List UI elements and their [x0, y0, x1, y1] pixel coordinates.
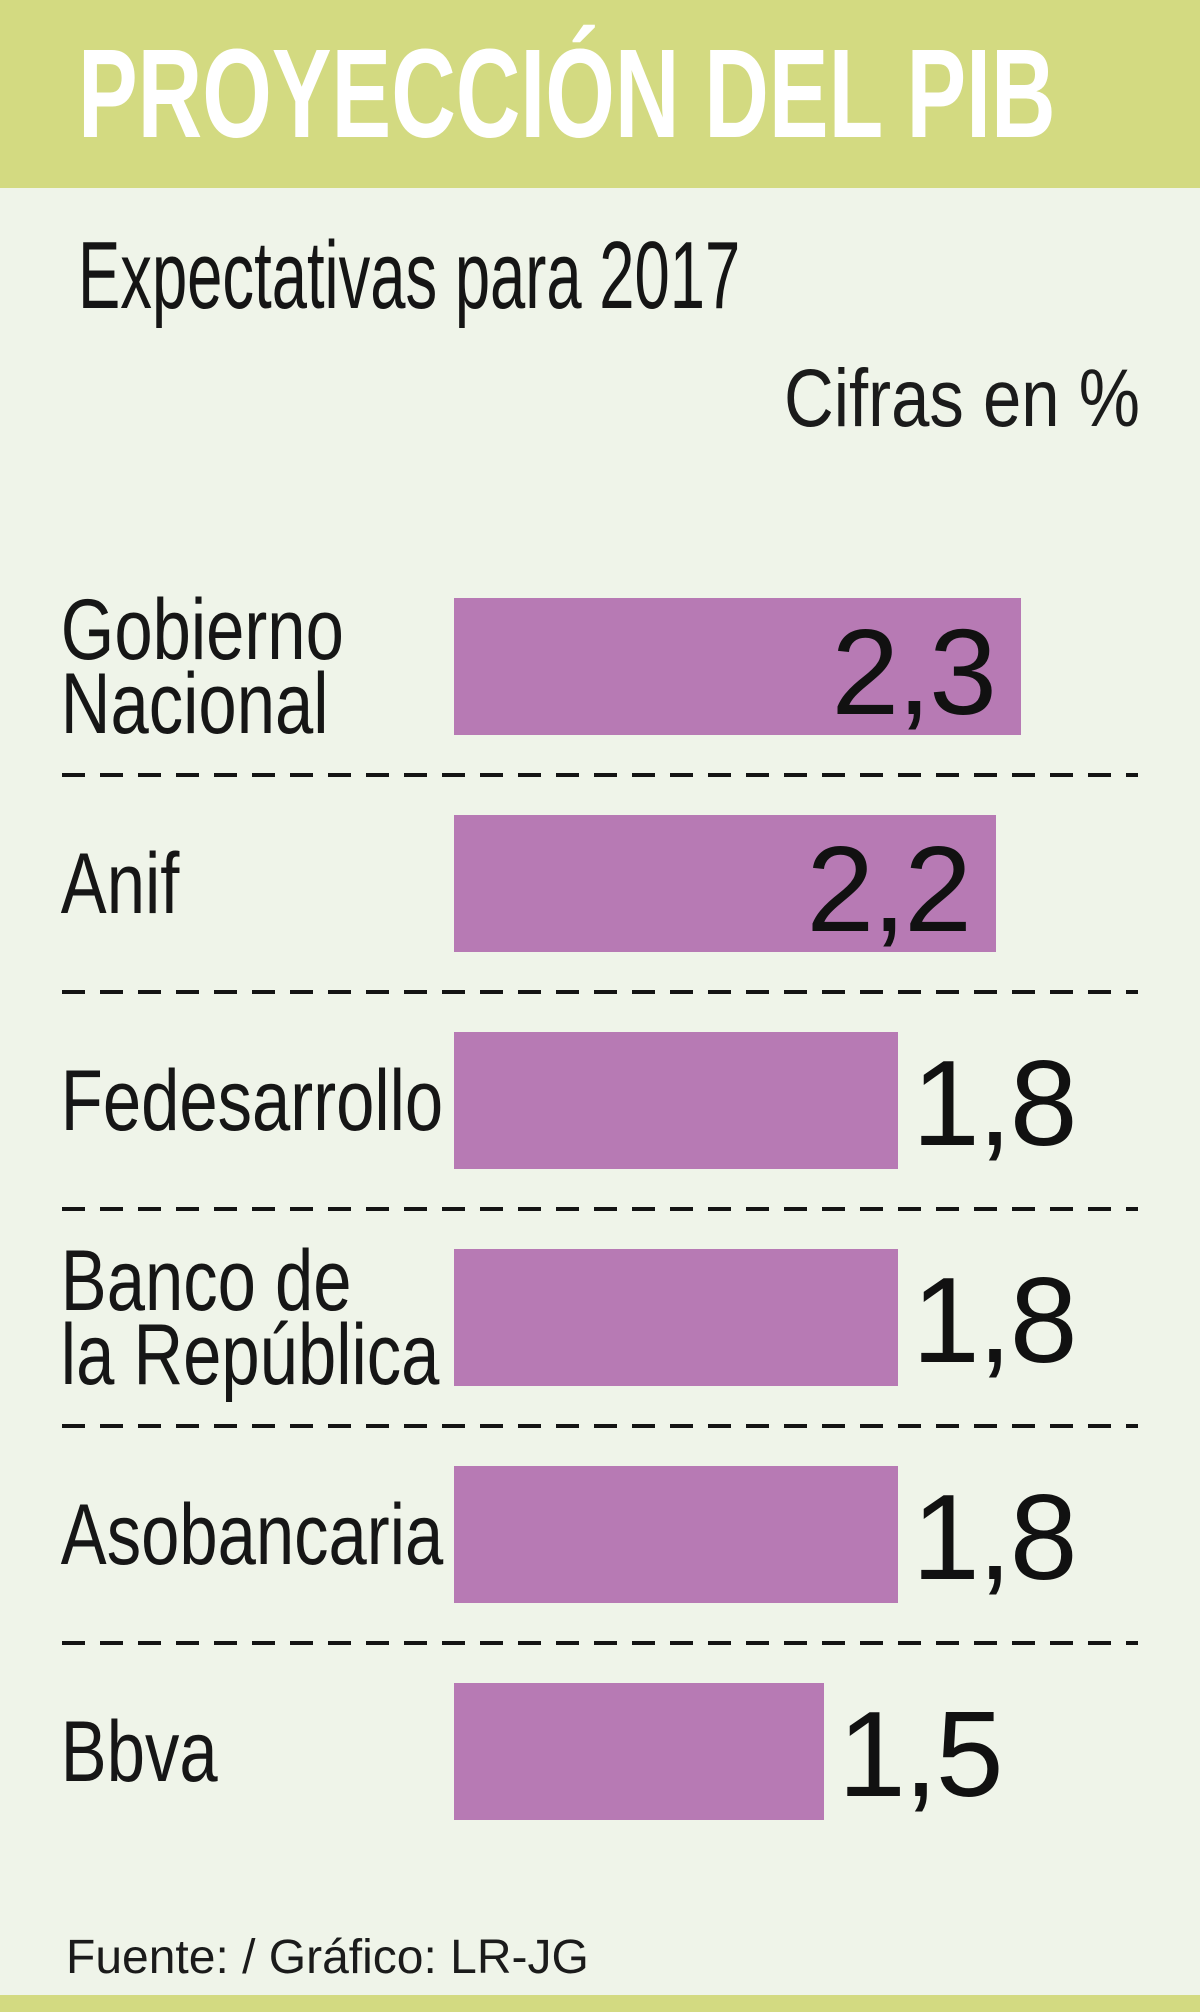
- value-label: 2,2: [806, 820, 972, 957]
- source-credit: Fuente: / Gráfico: LR-JG: [66, 1931, 589, 1984]
- row-separator-dashed: [62, 773, 1138, 777]
- value-label: 1,8: [912, 1251, 1078, 1388]
- page-title: PROYECCIÓN DEL PIB: [78, 23, 1056, 164]
- value-label: 1,8: [912, 1468, 1078, 1605]
- category-label: Anif: [60, 835, 180, 932]
- bar-track: 1,8: [454, 1466, 1200, 1603]
- category-label: Fedesarrollo: [60, 1052, 444, 1149]
- value-label: 1,8: [912, 1034, 1078, 1171]
- bar: [454, 1249, 898, 1386]
- chart-row: Bbva 1,5: [0, 1643, 1200, 1860]
- header-band: PROYECCIÓN DEL PIB: [0, 0, 1200, 188]
- bar: [454, 1466, 898, 1603]
- chart-row: Banco de la República 1,8: [0, 1209, 1200, 1428]
- category-label: Bbva: [60, 1703, 218, 1800]
- row-separator-dashed: [62, 1207, 1138, 1211]
- bar-track: 2,3: [454, 598, 1200, 735]
- bottom-accent-strip: [0, 1995, 1200, 2012]
- bar: [454, 1032, 898, 1169]
- bar: 2,2: [454, 815, 996, 952]
- chart-row: Gobierno Nacional 2,3: [0, 558, 1200, 777]
- chart-subtitle: Expectativas para 2017: [78, 222, 741, 329]
- bar-track: 2,2: [454, 815, 1200, 952]
- row-separator-dashed: [62, 990, 1138, 994]
- chart-row: Anif 2,2: [0, 775, 1200, 994]
- bar-track: 1,8: [454, 1032, 1200, 1169]
- bar-track: 1,8: [454, 1249, 1200, 1386]
- units-note: Cifras en %: [783, 353, 1140, 444]
- category-label: Asobancaria: [60, 1486, 444, 1583]
- chart-row: Asobancaria 1,8: [0, 1426, 1200, 1645]
- row-separator-dashed: [62, 1424, 1138, 1428]
- value-label: 1,5: [838, 1685, 1004, 1822]
- value-label: 2,3: [831, 603, 997, 740]
- bar-track: 1,5: [454, 1683, 1200, 1820]
- category-label: Banco de la República: [60, 1232, 440, 1403]
- category-label: Gobierno Nacional: [60, 581, 344, 752]
- bar: 2,3: [454, 598, 1021, 735]
- chart-row: Fedesarrollo 1,8: [0, 992, 1200, 1211]
- bar: [454, 1683, 824, 1820]
- row-separator-dashed: [62, 1641, 1138, 1645]
- bar-chart: Gobierno Nacional 2,3 Anif 2,2 Fedesarrollo 1,…: [0, 558, 1200, 1860]
